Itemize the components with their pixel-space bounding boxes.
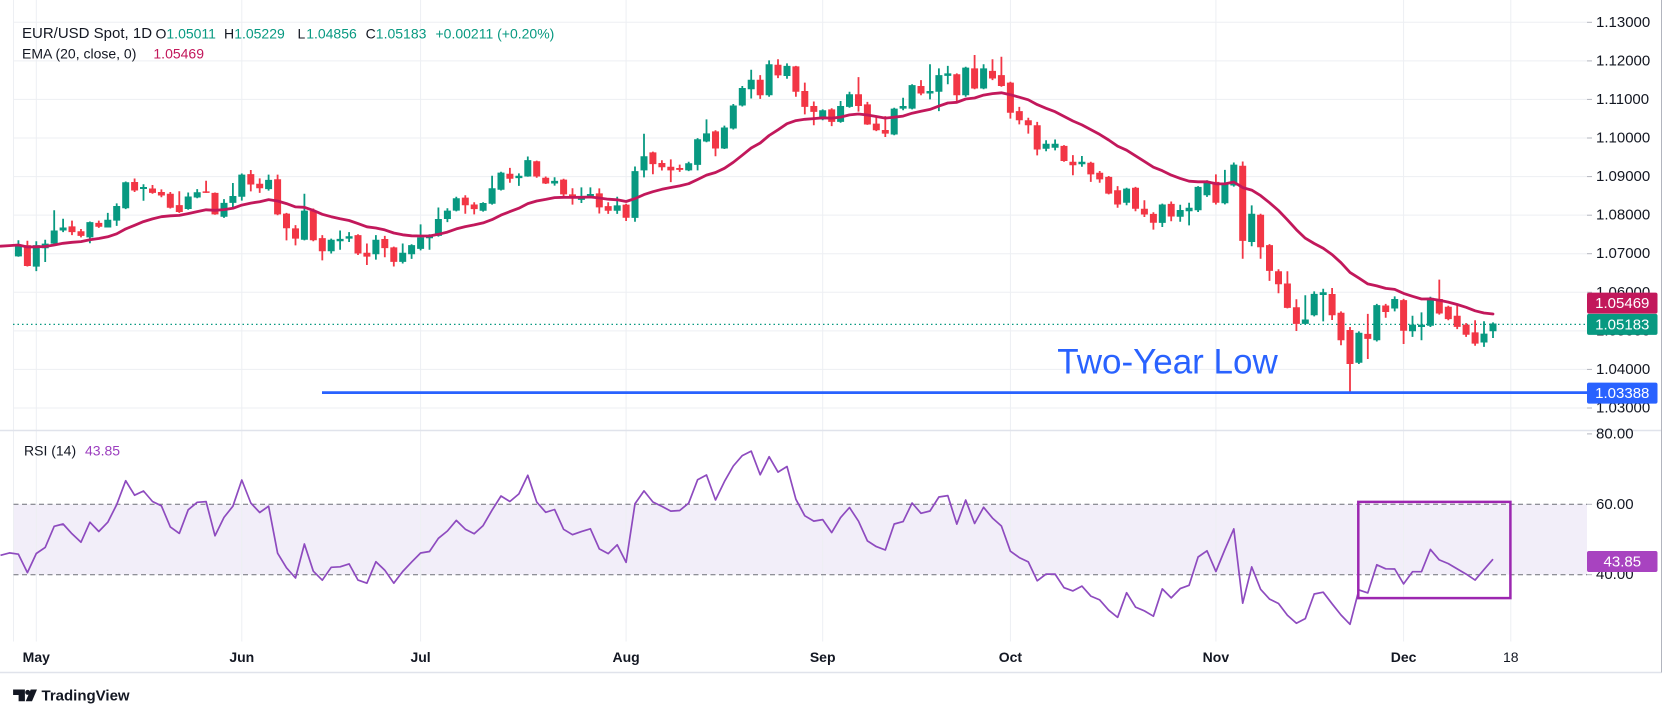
svg-text:Nov: Nov xyxy=(1203,649,1230,665)
svg-text:43.85: 43.85 xyxy=(1604,554,1642,571)
svg-text:Dec: Dec xyxy=(1391,649,1417,665)
svg-text:1.05011: 1.05011 xyxy=(166,26,216,42)
svg-text:May: May xyxy=(23,649,50,665)
svg-text:O: O xyxy=(156,26,167,42)
svg-text:1.07000: 1.07000 xyxy=(1596,245,1650,262)
svg-text:1.05183: 1.05183 xyxy=(376,26,427,42)
svg-text:Jul: Jul xyxy=(410,649,430,665)
svg-text:1.03000: 1.03000 xyxy=(1596,400,1650,417)
svg-text:1.13000: 1.13000 xyxy=(1596,14,1650,31)
svg-text:1.05469: 1.05469 xyxy=(1595,295,1649,312)
svg-text:EMA (20, close, 0): EMA (20, close, 0) xyxy=(22,46,136,62)
svg-text:1.09000: 1.09000 xyxy=(1596,168,1650,185)
svg-text:Oct: Oct xyxy=(999,649,1023,665)
svg-text:L: L xyxy=(298,26,306,42)
svg-text:Aug: Aug xyxy=(612,649,639,665)
svg-text:C: C xyxy=(366,26,376,42)
svg-text:1.10000: 1.10000 xyxy=(1596,130,1650,147)
svg-text:Two-Year Low: Two-Year Low xyxy=(1057,343,1278,382)
svg-text:RSI (14): RSI (14) xyxy=(24,443,76,459)
svg-text:H: H xyxy=(224,26,234,42)
svg-text:1.04000: 1.04000 xyxy=(1596,361,1650,378)
svg-text:1.05469: 1.05469 xyxy=(153,46,204,62)
svg-text:Jun: Jun xyxy=(229,649,254,665)
svg-text:EUR/USD Spot, 1D: EUR/USD Spot, 1D xyxy=(22,25,152,42)
svg-text:1.05229: 1.05229 xyxy=(234,26,285,42)
svg-text:1.03388: 1.03388 xyxy=(1595,385,1649,402)
svg-text:1.12000: 1.12000 xyxy=(1596,52,1650,69)
svg-text:1.05183: 1.05183 xyxy=(1595,316,1649,333)
svg-text:80.00: 80.00 xyxy=(1596,425,1634,442)
svg-text:60.00: 60.00 xyxy=(1596,496,1634,513)
svg-text:43.85: 43.85 xyxy=(85,443,120,459)
svg-text:18: 18 xyxy=(1503,649,1519,665)
svg-text:1.11000: 1.11000 xyxy=(1596,91,1649,108)
svg-text:Sep: Sep xyxy=(810,649,836,665)
svg-text:1.08000: 1.08000 xyxy=(1596,207,1650,224)
svg-text:+0.00211 (+0.20%): +0.00211 (+0.20%) xyxy=(436,26,555,42)
svg-text:1.04856: 1.04856 xyxy=(306,26,357,42)
svg-text:TradingView: TradingView xyxy=(42,688,130,705)
